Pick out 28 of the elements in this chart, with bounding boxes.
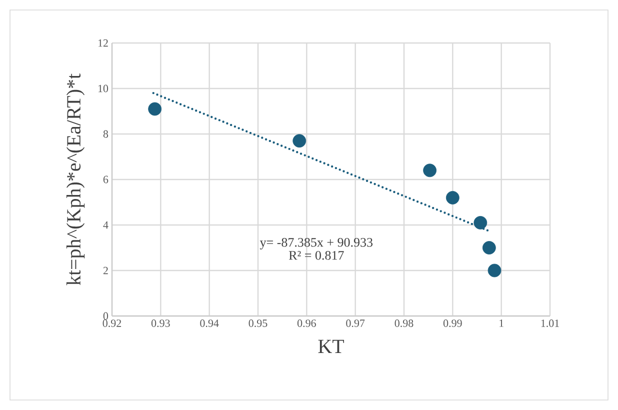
y-tick-label: 6 [103, 176, 108, 184]
point [488, 264, 502, 278]
y-tick-label: 12 [98, 39, 108, 47]
y-tick-label: 2 [103, 266, 108, 274]
x-tick-label: 0.93 [151, 320, 170, 328]
y-tick-label: 10 [98, 84, 108, 92]
point [482, 241, 496, 254]
x-tick-label: 1.01 [541, 320, 559, 328]
point [423, 164, 436, 178]
y-tick-label: 4 [103, 221, 108, 229]
annotation: y= -87.385x + 90.933 [260, 238, 373, 250]
y-tick-label: 8 [103, 130, 108, 138]
x-tick-label: 0.99 [443, 320, 462, 328]
annotation: R² = 0.817 [288, 250, 344, 260]
x-axis-title: KT [318, 340, 344, 353]
point [292, 134, 306, 148]
x-tick-label: 1 [500, 320, 504, 327]
x-tick-label: 0.97 [346, 320, 365, 328]
x-tick-label: 0.96 [297, 320, 316, 328]
x-tick-label: 0.95 [248, 320, 268, 328]
y-tick-label: 0 [103, 312, 108, 320]
x-tick-label: 0.98 [394, 320, 414, 328]
point [148, 102, 162, 116]
point [474, 216, 488, 230]
y-axis-title: kt=ph^(Kph)*e^(Ea/RT)*t [66, 74, 85, 286]
point [446, 191, 460, 204]
x-tick-label: 0.92 [102, 320, 122, 328]
x-tick-label: 0.94 [200, 320, 219, 328]
